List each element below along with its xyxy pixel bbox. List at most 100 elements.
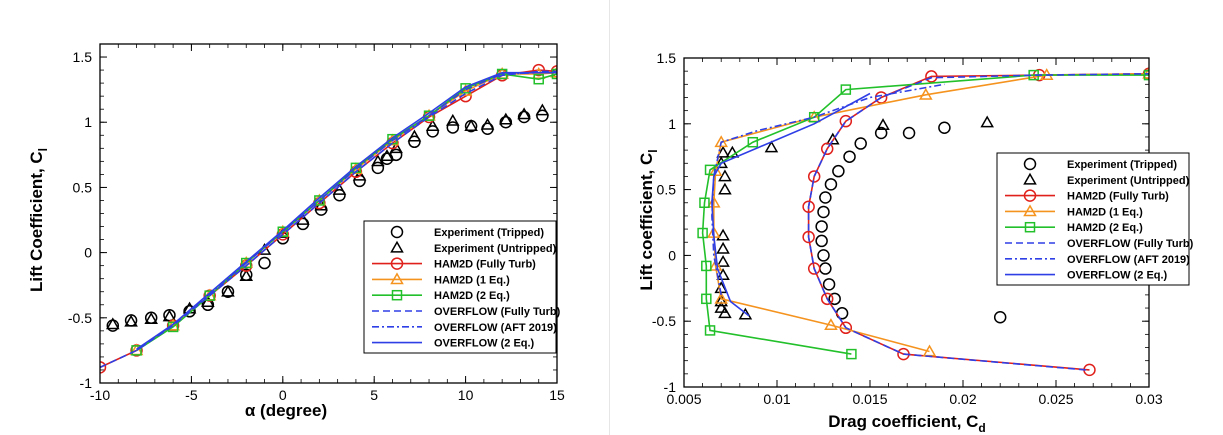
y-tick-label: 1 <box>84 114 92 130</box>
data-point-experiment-untripped <box>446 113 460 126</box>
data-point-experiment-untripped <box>738 307 753 320</box>
x-tick-label: 0.03 <box>1135 391 1162 407</box>
data-point-experiment-untripped <box>714 294 728 307</box>
y-tick-label: 1.5 <box>73 49 93 65</box>
legend-marker <box>1023 172 1037 185</box>
data-point-ham2d-2-eq <box>204 290 215 301</box>
series-line-ham2d-1-eq <box>713 73 1149 353</box>
legend-marker <box>391 289 403 301</box>
data-point-experiment-tripped <box>446 121 460 134</box>
data-point-ham2d-fully-turb <box>100 361 107 374</box>
series-line-overflow-aft-2019 <box>136 71 557 352</box>
series-line-overflow-fully-turb <box>100 70 557 369</box>
data-point-experiment-untripped <box>332 183 347 195</box>
series-overflow-fully-turb <box>100 70 557 369</box>
series-ham2d-2-eq <box>131 68 557 356</box>
data-point-experiment-tripped <box>371 161 385 175</box>
legend-entry-overflow-2-eq: OVERFLOW (2 Eq.) <box>1005 270 1168 282</box>
legend-label: Experiment (Untripped) <box>434 243 557 255</box>
legend-label: Experiment (Tripped) <box>434 227 544 239</box>
y-tick-label: 0.5 <box>657 182 677 198</box>
data-point-experiment-tripped <box>408 135 421 149</box>
y-axis-label: Lift Coefficient, Cl <box>27 148 50 292</box>
data-point-experiment-tripped <box>874 126 888 140</box>
legend-marker <box>390 225 404 239</box>
data-point-ham2d-fully-turb <box>532 63 545 77</box>
plot-area <box>100 63 557 374</box>
data-point-experiment-tripped <box>817 205 830 219</box>
data-point-experiment-tripped <box>517 110 531 124</box>
legend-entry-overflow-2-eq: OVERFLOW (2 Eq.) <box>372 338 535 350</box>
data-point-ham2d-2-eq <box>747 136 759 148</box>
series-line-overflow-fully-turb <box>807 73 1149 371</box>
x-axis-label: α (degree) <box>245 401 327 420</box>
data-point-experiment-tripped <box>938 121 951 134</box>
y-tick-label: 0 <box>668 247 676 263</box>
data-point-experiment-tripped <box>854 137 867 150</box>
series-line-ham2d-2-eq <box>136 73 557 352</box>
data-point-experiment-untripped <box>352 168 367 181</box>
legend-entry-overflow-fully-turb: OVERFLOW (Fully Turb) <box>372 306 561 318</box>
data-point-ham2d-1-eq <box>824 318 838 331</box>
data-point-ham2d-fully-turb <box>802 200 815 213</box>
data-point-experiment-untripped <box>464 119 478 132</box>
lift-vs-alpha-chart: α (degree) Lift Coefficient, Cl -10 -5 0 5 1… <box>0 0 606 435</box>
legend-entry-ham2d-2-eq: HAM2D (2 Eq.) <box>1005 221 1143 234</box>
data-point-experiment-tripped <box>426 125 439 138</box>
data-point-experiment-untripped <box>407 129 422 142</box>
x-tick-label: 0.015 <box>852 391 887 407</box>
data-point-experiment-untripped <box>239 269 254 281</box>
legend-label: Experiment (Untripped) <box>1067 175 1190 187</box>
legend-marker <box>390 257 404 270</box>
data-point-experiment-untripped <box>517 107 531 120</box>
legend-label: OVERFLOW (AFT 2019) <box>1067 254 1190 266</box>
x-tick-label: -5 <box>185 387 198 403</box>
data-point-ham2d-fully-turb <box>807 170 821 183</box>
data-point-experiment-tripped <box>832 164 845 178</box>
data-point-ham2d-2-eq <box>701 260 712 272</box>
series-line-overflow-2-eq <box>136 71 557 350</box>
data-point-ham2d-1-eq <box>714 135 728 148</box>
data-point-ham2d-2-eq <box>277 226 289 238</box>
data-point-ham2d-2-eq <box>699 197 710 209</box>
lift-vs-alpha-plot: α (degree) Lift Coefficient, Cl -10 -5 0 5 1… <box>27 43 565 420</box>
series-experiment-tripped <box>815 121 1007 324</box>
legend-marker <box>390 240 404 253</box>
y-tick-label: -1 <box>80 375 93 391</box>
data-point-experiment-untripped <box>764 140 779 153</box>
series-experiment-untripped <box>714 115 994 320</box>
drag-polar-chart: Drag coefficient, Cd Lift coefficient, C… <box>617 0 1223 435</box>
y-tick-label: 0 <box>84 245 92 261</box>
legend-entry-experiment-untripped: Experiment (Untripped) <box>1023 172 1190 187</box>
x-tick-label: 0.01 <box>763 391 790 407</box>
data-point-experiment-tripped <box>817 249 830 262</box>
legend-marker <box>1023 189 1037 202</box>
data-point-experiment-untripped <box>714 301 728 313</box>
data-point-ham2d-fully-turb <box>550 65 557 78</box>
data-point-experiment-untripped <box>725 145 740 158</box>
legend-marker <box>1023 204 1037 217</box>
data-point-ham2d-1-eq <box>708 164 723 177</box>
legend-label: HAM2D (2 Eq.) <box>434 290 510 302</box>
data-point-experiment-untripped <box>480 117 495 130</box>
legend-label: Experiment (Tripped) <box>1067 159 1177 171</box>
data-point-ham2d-2-eq <box>808 111 820 123</box>
data-point-experiment-tripped <box>389 148 403 162</box>
data-point-ham2d-2-eq <box>551 68 557 80</box>
x-tick-label: 0 <box>279 387 287 403</box>
data-point-ham2d-2-eq <box>314 195 325 206</box>
legend-label: OVERFLOW (2 Eq.) <box>434 338 535 350</box>
legend-entry-overflow-aft-2019: OVERFLOW (AFT 2019) <box>372 322 557 334</box>
legend-label: HAM2D (2 Eq.) <box>1067 222 1143 234</box>
data-point-experiment-untripped <box>876 118 890 130</box>
x-tick-label: 10 <box>458 387 474 403</box>
data-point-experiment-tripped <box>902 126 916 140</box>
legend-entry-ham2d-fully-turb: HAM2D (Fully Turb) <box>372 257 536 271</box>
x-axis-label: Drag coefficient, Cd <box>828 412 986 435</box>
y-tick-label: -0.5 <box>68 310 92 326</box>
legend-label: HAM2D (Fully Turb) <box>1067 191 1169 203</box>
panel-divider <box>609 0 610 435</box>
y-tick-label: -1 <box>664 379 677 395</box>
data-point-experiment-untripped <box>826 132 840 145</box>
legend-entry-ham2d-1-eq: HAM2D (1 Eq.) <box>372 272 510 286</box>
